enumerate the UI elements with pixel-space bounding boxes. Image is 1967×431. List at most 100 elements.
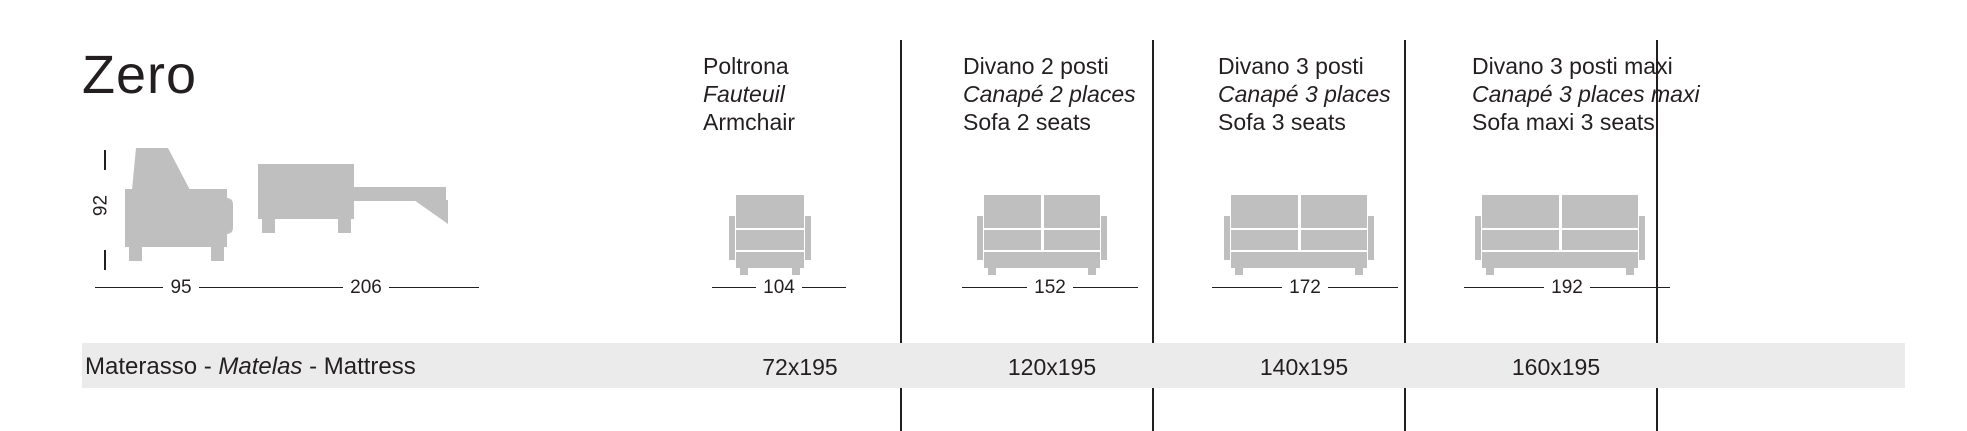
column-header-sofa-3-maxi: Divano 3 posti maxi Canapé 3 places maxi… (1472, 52, 1700, 136)
front-view-sofa-3-maxi-icon (1473, 195, 1659, 275)
side-view-sofa-closed-icon (125, 148, 235, 273)
leg-right (338, 219, 351, 233)
leg-right (1355, 268, 1363, 275)
backrest-shape (132, 148, 190, 190)
dim-bar-left (1464, 287, 1545, 288)
front-view-armchair-icon (726, 195, 832, 275)
label-en: Sofa maxi 3 seats (1472, 109, 1655, 135)
backrest-shape (736, 195, 804, 228)
arm-right-shape (1639, 216, 1645, 260)
label-fr: Fauteuil (703, 81, 785, 107)
width-value: 192 (1551, 277, 1583, 298)
column-header-sofa-3: Divano 3 posti Canapé 3 places Sofa 3 se… (1218, 52, 1391, 136)
arm-left-shape (729, 216, 735, 260)
leg-left (1486, 268, 1494, 275)
mattress-size-sofa-2: 120x195 (1007, 354, 1097, 380)
width-dimension-152: 152 (962, 278, 1139, 297)
dim-bar-right (1327, 287, 1399, 288)
front-band-shape (1482, 252, 1638, 268)
front-view-sofa-2-icon (975, 195, 1121, 275)
width-dimension-104: 104 (712, 277, 847, 298)
column-header-armchair: Poltrona Fauteuil Armchair (703, 52, 795, 136)
seat-divider (1559, 230, 1562, 250)
dim-bar-right (801, 287, 847, 288)
mattress-label-en: Mattress (323, 353, 416, 380)
label-fr: Canapé 2 places (963, 81, 1136, 107)
dim-bar-left (95, 287, 164, 288)
page-title: Zero (82, 45, 198, 105)
width-dimension-172: 172 (1212, 277, 1399, 298)
leg-right (1088, 268, 1096, 275)
width-dimension-95: 95 (95, 277, 268, 298)
dim-bar-left (1212, 287, 1283, 288)
dim-bar-right (1589, 287, 1671, 288)
front-band-shape (736, 252, 804, 268)
front-band-shape (1231, 252, 1367, 268)
leg-left (740, 268, 748, 275)
backrest-divider (1298, 195, 1301, 228)
dim-bar-right (388, 287, 480, 288)
mattress-size-armchair: 72x195 (762, 354, 838, 380)
width-dimension-206: 206 (253, 277, 480, 298)
dim-bar-right (198, 287, 268, 288)
column-separator-3 (1404, 40, 1406, 431)
mattress-label-it: Materasso (85, 353, 198, 380)
width-value: 206 (350, 277, 382, 298)
mattress-label-sep-1: - (197, 353, 219, 380)
backrest-divider (1559, 195, 1562, 228)
leg-left (129, 247, 142, 261)
leg-right (211, 247, 224, 261)
arm-left-shape (977, 216, 983, 260)
label-fr: Canapé 3 places (1218, 81, 1391, 107)
front-view-sofa-3-icon (1222, 195, 1388, 275)
leg-left (988, 268, 996, 275)
width-value: 172 (1289, 277, 1321, 298)
label-it: Divano 3 posti maxi (1472, 53, 1673, 79)
mattress-size-sofa-3-maxi: 160x195 (1511, 354, 1601, 380)
arm-right-shape (1368, 216, 1374, 260)
side-view-sofa-bed-open-icon (258, 160, 490, 275)
mattress-size-sofa-3: 140x195 (1259, 354, 1349, 380)
label-en: Sofa 3 seats (1218, 109, 1346, 135)
mattress-label-fr: Matelas (218, 353, 303, 380)
column-header-sofa-2: Divano 2 posti Canapé 2 places Sofa 2 se… (963, 52, 1136, 136)
mattress-label-sep-2: - (302, 353, 324, 380)
bed-support-shape (414, 200, 448, 224)
seat-body-shape (258, 164, 354, 219)
mattress-row-background (82, 343, 1905, 388)
backrest-divider (1041, 195, 1044, 228)
arm-right-shape (805, 216, 811, 260)
tick-top (104, 150, 106, 170)
seat-divider (1298, 230, 1301, 250)
dim-bar-left (962, 287, 1028, 288)
column-separator-2 (1152, 40, 1154, 431)
label-fr: Canapé 3 places maxi (1472, 81, 1700, 107)
seat-cushion-shape (736, 230, 804, 250)
label-en: Armchair (703, 109, 796, 135)
label-it: Poltrona (703, 53, 789, 79)
arm-left-shape (1475, 216, 1481, 260)
dim-bar-left (712, 287, 757, 288)
leg-left (262, 219, 275, 233)
leg-left (1235, 268, 1243, 275)
leg-right (792, 268, 800, 275)
tick-bottom (104, 250, 106, 270)
mattress-row-label: Materasso - Matelas - Mattress (85, 353, 416, 381)
dim-bar-left (253, 287, 344, 288)
height-dimension-92: 92 (88, 150, 114, 270)
arm-cap-shape (226, 198, 233, 234)
width-dimension-192: 192 (1464, 277, 1671, 298)
column-separator-4 (1656, 40, 1658, 431)
width-value: 104 (763, 277, 795, 298)
height-value: 92 (90, 194, 112, 217)
arm-right-shape (1101, 216, 1107, 260)
column-separator-1 (900, 40, 902, 431)
label-it: Divano 2 posti (963, 53, 1109, 79)
dim-bar-right (1072, 287, 1139, 288)
label-en: Sofa 2 seats (963, 109, 1091, 135)
bed-platform-shape (354, 187, 446, 201)
front-band-shape (984, 252, 1100, 268)
seat-body-shape (125, 189, 227, 247)
width-value: 95 (170, 277, 192, 298)
